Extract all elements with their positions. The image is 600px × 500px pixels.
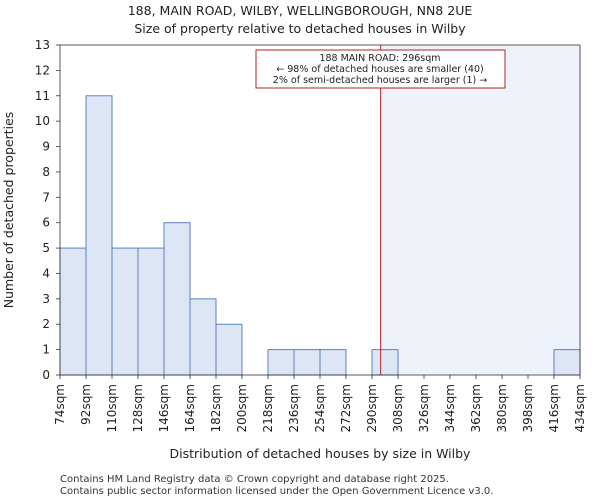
bar-146sqm — [163, 222, 191, 376]
y-tick-label: 13 — [35, 38, 50, 52]
bar-164sqm — [189, 298, 217, 376]
y-tick-label: 9 — [42, 140, 50, 154]
bar-290sqm — [371, 349, 399, 376]
x-tick-label: 380sqm — [495, 384, 509, 432]
x-tick-label: 218sqm — [261, 384, 275, 432]
annotation-border — [255, 49, 506, 89]
x-axis-title: Distribution of detached houses by size … — [170, 446, 472, 461]
bars-group — [59, 95, 581, 376]
y-tick-label: 5 — [42, 241, 50, 255]
y-tick-label: 11 — [35, 89, 50, 103]
x-tick-label: 272sqm — [339, 384, 353, 432]
bar-110sqm — [111, 247, 139, 376]
bar-218sqm — [267, 349, 295, 376]
x-tick-label: 416sqm — [547, 384, 561, 432]
chart-title: 188, MAIN ROAD, WILBY, WELLINGBOROUGH, N… — [128, 3, 473, 18]
bar-74sqm — [59, 247, 87, 376]
x-axis-ticks: 74sqm 92sqm 110sqm 128sqm 146sqm 164sqm 182sqm… — [53, 375, 587, 432]
y-tick-label: 3 — [42, 292, 50, 306]
y-tick-label: 6 — [42, 216, 50, 230]
y-axis-title: Number of detached properties — [1, 112, 16, 309]
x-tick-label: 236sqm — [287, 384, 301, 432]
x-tick-label: 344sqm — [443, 384, 457, 432]
x-tick-label: 110sqm — [105, 384, 119, 432]
y-tick-label: 2 — [42, 317, 50, 331]
y-tick-label: 7 — [42, 190, 50, 204]
x-tick-label: 326sqm — [417, 384, 431, 432]
footer-line-1: Contains HM Land Registry data © Crown c… — [60, 474, 449, 485]
x-tick-label: 200sqm — [235, 384, 249, 432]
bar-128sqm — [137, 247, 165, 376]
bar-416sqm — [553, 349, 581, 376]
y-tick-label: 1 — [42, 343, 50, 357]
larger-region-shade — [380, 45, 580, 375]
y-tick-label: 10 — [35, 114, 50, 128]
annotation-line-1: 188 MAIN ROAD: 296sqm — [319, 53, 440, 64]
footer-line-2: Contains public sector information licen… — [60, 486, 493, 497]
x-tick-label: 92sqm — [79, 384, 93, 425]
bar-182sqm — [215, 323, 243, 376]
annotation-line-3: 2% of semi-detached houses are larger (1… — [273, 75, 487, 86]
x-tick-label: 146sqm — [157, 384, 171, 432]
annotation-line-2: ← 98% of detached houses are smaller (40… — [276, 64, 483, 75]
y-tick-label: 12 — [35, 63, 50, 77]
annotation-box: 188 MAIN ROAD: 296sqm ← 98% of detached … — [255, 49, 506, 89]
x-tick-label: 254sqm — [313, 384, 327, 432]
x-tick-label: 290sqm — [365, 384, 379, 432]
x-tick-label: 74sqm — [53, 384, 67, 425]
x-tick-label: 362sqm — [469, 384, 483, 432]
x-tick-label: 398sqm — [521, 384, 535, 432]
bar-254sqm — [319, 349, 347, 376]
y-tick-label: 4 — [42, 266, 50, 280]
x-tick-label: 182sqm — [209, 384, 223, 432]
x-tick-label: 308sqm — [391, 384, 405, 432]
y-tick-label: 8 — [42, 165, 50, 179]
x-tick-label: 128sqm — [131, 384, 145, 432]
bar-92sqm — [85, 95, 113, 376]
x-tick-label: 434sqm — [573, 384, 587, 432]
chart-subtitle: Size of property relative to detached ho… — [134, 21, 466, 36]
bar-236sqm — [293, 349, 321, 376]
y-tick-label: 0 — [42, 368, 50, 382]
x-tick-label: 164sqm — [183, 384, 197, 432]
